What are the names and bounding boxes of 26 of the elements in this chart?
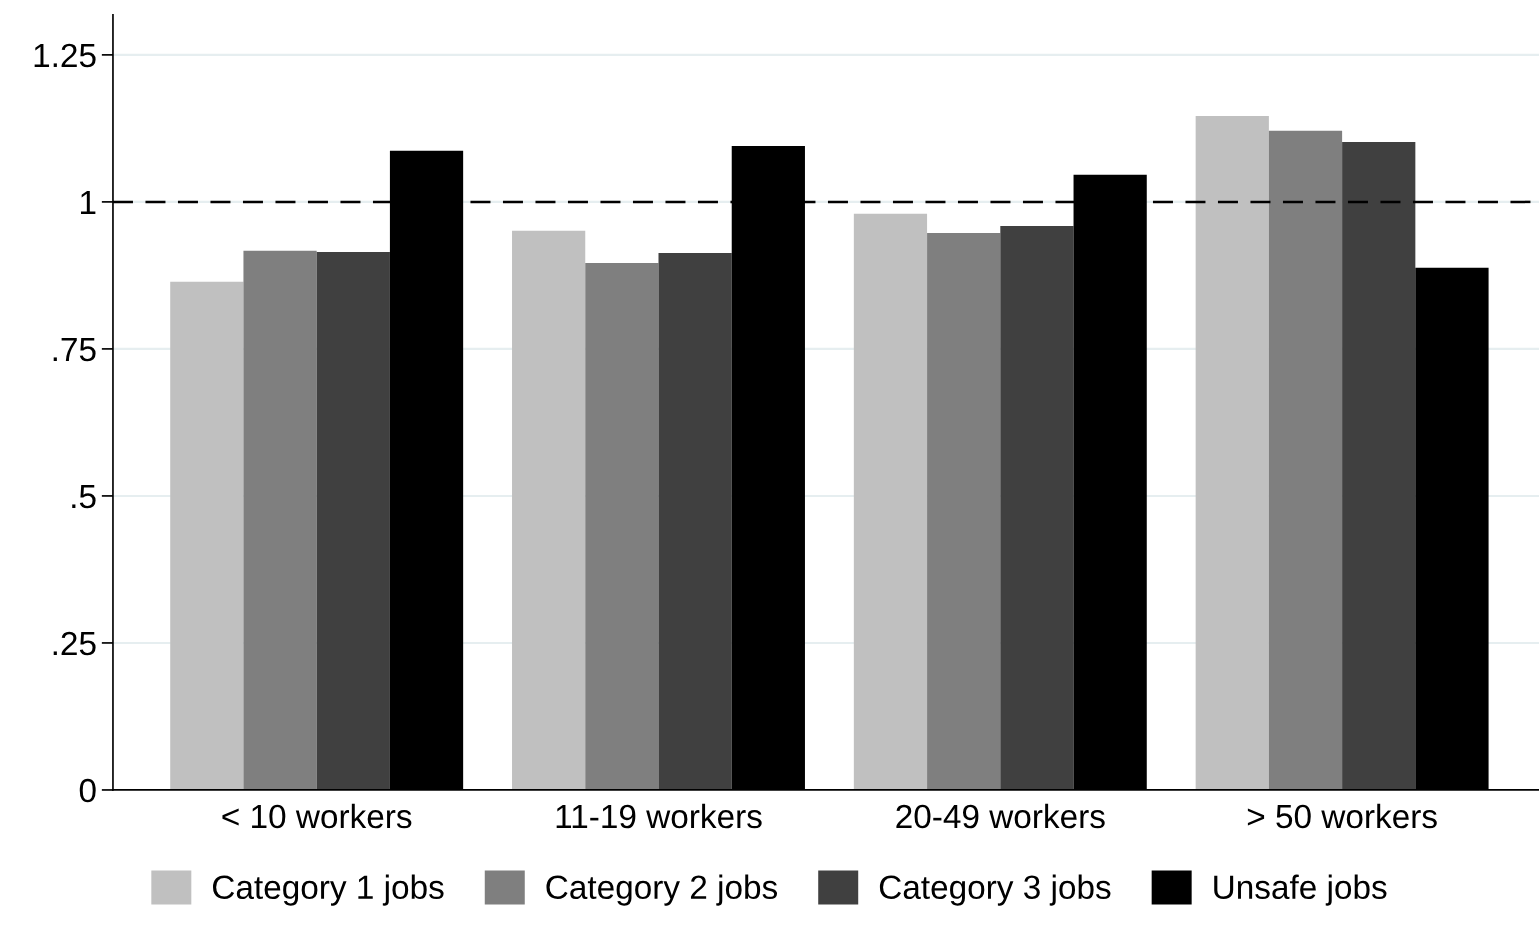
bar <box>1195 116 1269 790</box>
x-tick-label: 20-49 workers <box>896 803 1105 829</box>
legend-label: Unsafe jobs <box>1214 874 1387 906</box>
legend-label: Category 2 jobs <box>546 874 778 906</box>
y-tick-label: .75 <box>53 338 96 362</box>
bar <box>1268 130 1343 790</box>
bar <box>658 253 732 790</box>
y-tick-label: 0 <box>79 778 96 803</box>
bar <box>243 250 317 790</box>
x-tick-label: > 50 workers <box>1247 803 1437 829</box>
bar <box>853 213 928 790</box>
bar <box>927 233 1001 790</box>
x-tick-label: < 10 workers <box>222 803 412 829</box>
legend-label: Category 1 jobs <box>213 874 444 906</box>
y-tick-label: 1 <box>81 191 96 214</box>
bar <box>512 230 586 790</box>
bar <box>170 281 244 790</box>
bar <box>316 251 390 790</box>
y-tick-label: 1.25 <box>34 43 96 68</box>
bar <box>1000 226 1074 790</box>
x-tick-label: 11-19 workers <box>556 803 762 829</box>
y-tick-label: .5 <box>72 485 96 509</box>
legend-label: Category 3 jobs <box>879 874 1111 906</box>
bar <box>1342 141 1416 790</box>
y-tick-label: .25 <box>53 631 96 656</box>
bar <box>585 263 659 790</box>
